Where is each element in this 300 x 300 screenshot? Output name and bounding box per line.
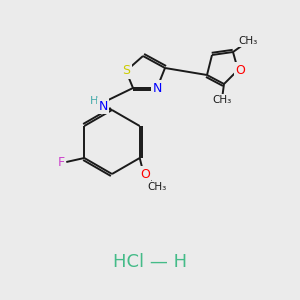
Text: CH₃: CH₃	[147, 182, 166, 192]
Text: O: O	[235, 64, 245, 76]
Text: CH₃: CH₃	[212, 95, 232, 105]
Text: H: H	[90, 96, 98, 106]
Text: F: F	[58, 155, 65, 169]
Text: O: O	[140, 167, 150, 181]
Text: S: S	[122, 64, 130, 77]
Text: N: N	[98, 100, 108, 112]
Text: N: N	[152, 82, 162, 94]
Text: HCl — H: HCl — H	[113, 253, 187, 271]
Text: CH₃: CH₃	[238, 36, 258, 46]
